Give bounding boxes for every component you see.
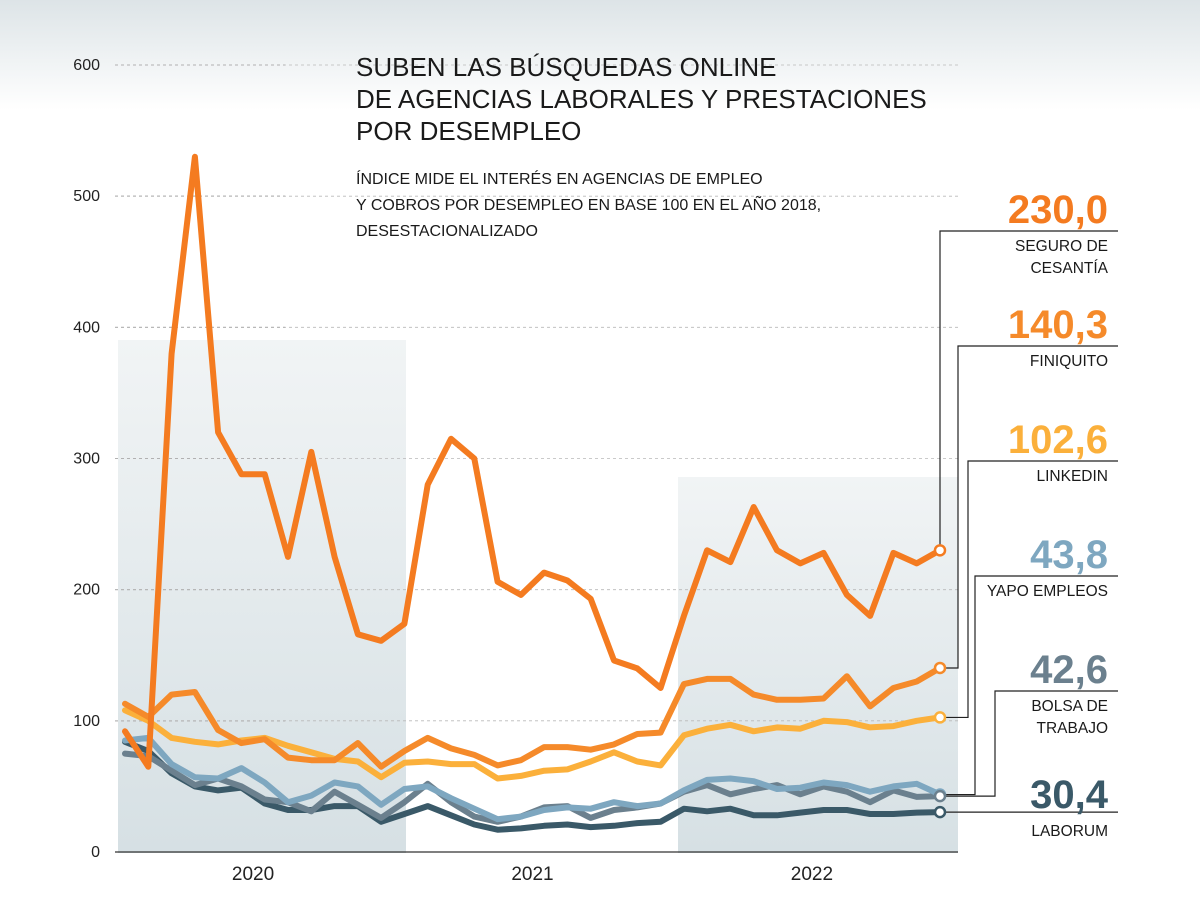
shaded-band-2020 [118,340,406,853]
end-value-label: 230,0 [1008,188,1108,232]
y-tick-label: 600 [73,57,100,74]
x-tick-label: 2022 [791,864,833,885]
series-name-label: CESANTÍA [1030,260,1108,277]
y-axis-ticks: 0 100 200 300 400 500 600 [73,57,100,861]
series-lines [122,153,943,833]
top-background [0,0,1200,110]
series-name-label: YAPO EMPLEOS [987,583,1108,600]
series-name-label: TRABAJO [1037,720,1108,737]
end-marker [933,805,947,819]
end-value-label: 43,8 [1030,533,1108,577]
end-value-label: 140,3 [1008,303,1108,347]
series-name-label: BOLSA DE [1031,698,1108,715]
end-marker [933,661,947,675]
x-tick-label: 2021 [511,864,553,885]
leader-line [946,345,1118,669]
y-tick-label: 200 [73,582,100,599]
leader-line [946,690,1118,797]
series-labels: 230,0 SEGURO DE CESANTÍA 140,3 FINIQUITO 102,… [933,188,1118,840]
title-line-2: DE AGENCIAS LABORALES Y PRESTACIONES [356,84,927,114]
series-name-label: LABORUM [1031,823,1108,840]
series-name-label: SEGURO DE [1015,238,1108,255]
series-line-3 [122,734,943,823]
y-tick-label: 400 [73,319,100,336]
series-name-label: FINIQUITO [1030,353,1108,370]
end-value-label: 102,6 [1008,418,1108,462]
y-tick-label: 500 [73,188,100,205]
end-marker [933,789,947,803]
series-line-5 [122,738,943,833]
x-tick-label: 2020 [232,864,274,885]
x-axis-labels: 2020 2021 2022 [232,864,833,885]
series-line-0 [122,153,943,770]
series-line-1 [122,665,943,770]
y-tick-label: 0 [91,844,100,861]
title-line-1: SUBEN LAS BÚSQUEDAS ONLINE [356,52,776,82]
y-tick-label: 300 [73,451,100,468]
title-line-3: POR DESEMPLEO [356,116,581,146]
chart-subtitle: ÍNDICE MIDE EL INTERÉS EN AGENCIAS DE EM… [356,169,821,240]
subtitle-line-1: ÍNDICE MIDE EL INTERÉS EN AGENCIAS DE EM… [356,169,763,188]
end-value-label: 30,4 [1030,773,1109,817]
leader-line [946,460,1118,719]
end-value-label: 42,6 [1030,648,1108,692]
subtitle-line-2: Y COBROS POR DESEMPLEO EN BASE 100 EN EL… [356,194,821,214]
leader-line [946,575,1118,796]
y-tick-label: 100 [73,713,100,730]
end-marker [933,544,947,557]
series-name-label: LINKEDIN [1037,468,1109,485]
end-marker [933,711,947,724]
leader-line [939,230,1118,551]
chart-title: SUBEN LAS BÚSQUEDAS ONLINE DE AGENCIAS L… [356,52,927,146]
subtitle-line-3: DESESTACIONALIZADO [356,223,538,240]
